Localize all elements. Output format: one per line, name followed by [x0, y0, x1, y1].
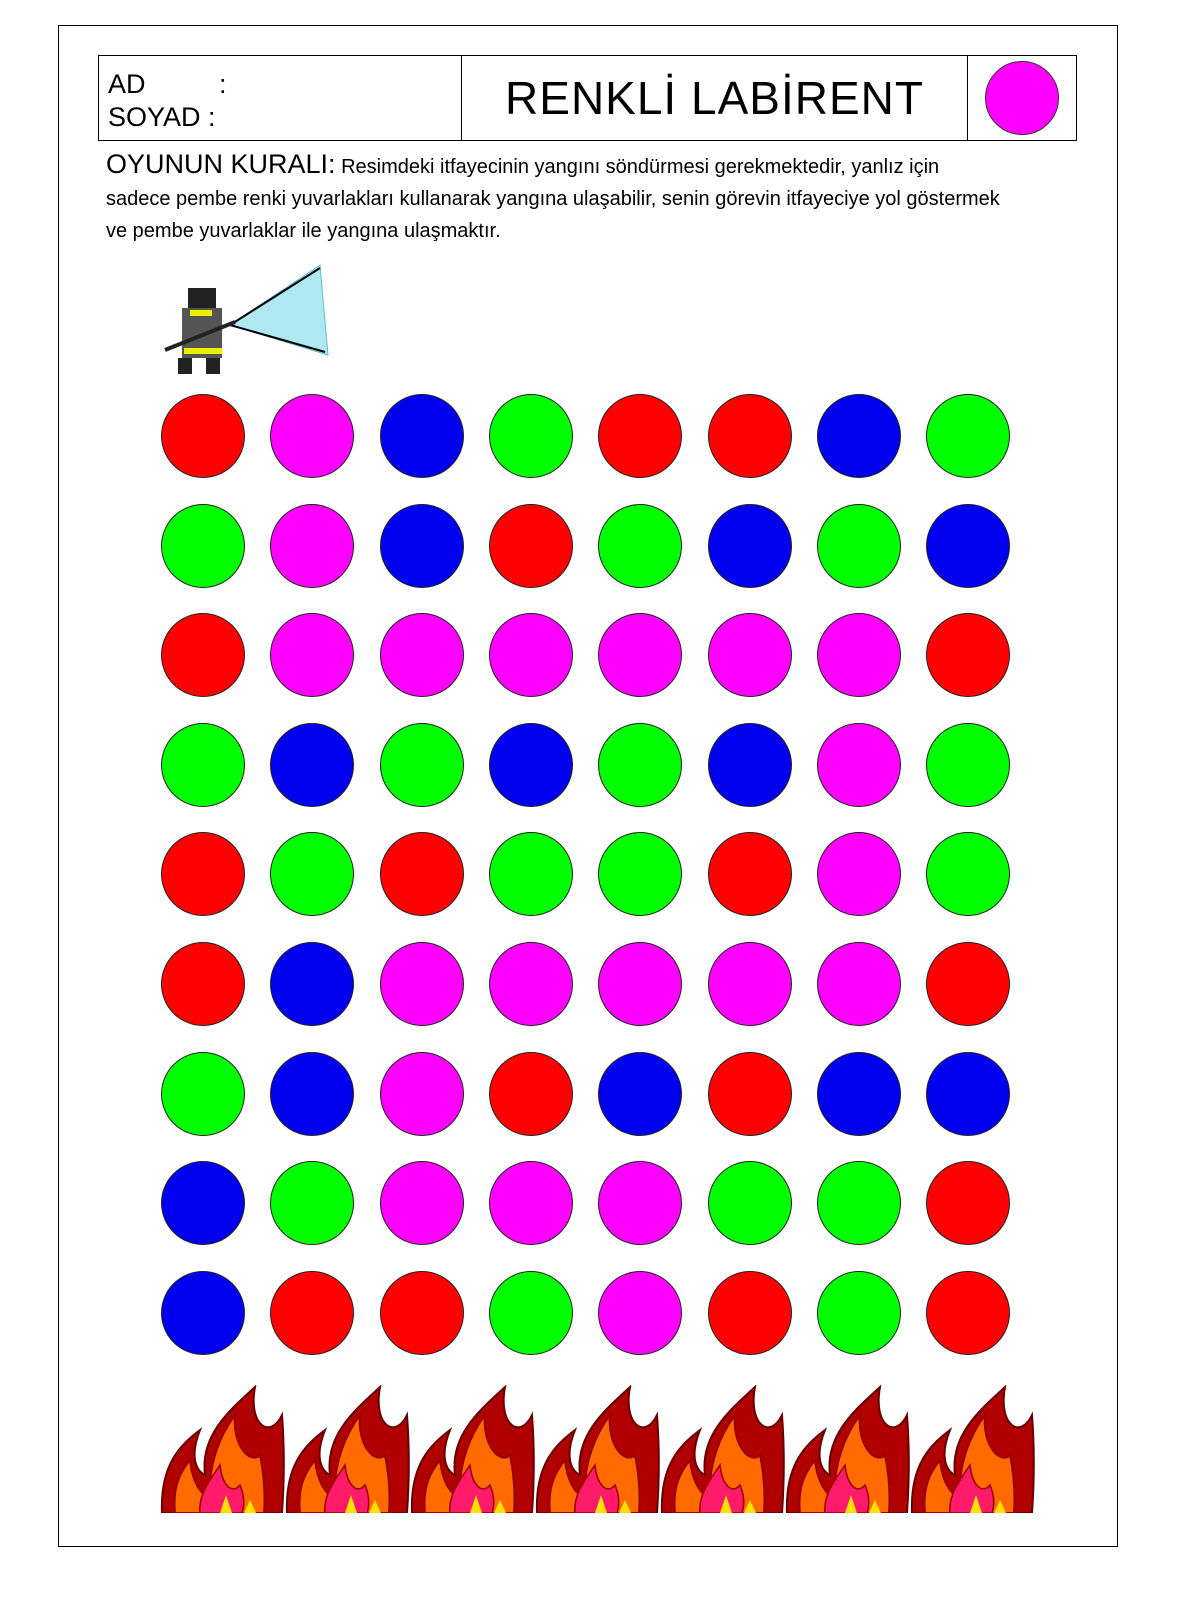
maze-circle-green[interactable]: [488, 394, 573, 478]
maze-circle-red[interactable]: [926, 1270, 1011, 1355]
maze-circle-green[interactable]: [488, 832, 573, 917]
maze-circle-green[interactable]: [161, 503, 245, 588]
page-border: [58, 25, 1118, 1547]
maze-circle-green[interactable]: [488, 1270, 573, 1355]
surname-label: SOYAD: [108, 102, 201, 132]
maze-circle-red[interactable]: [598, 394, 683, 478]
maze-circle-pink[interactable]: [270, 394, 355, 478]
student-info: AD: SOYAD :: [99, 56, 462, 140]
maze-circle-green[interactable]: [270, 832, 355, 917]
fire-icon: [410, 1385, 535, 1513]
maze-circle-red[interactable]: [270, 1270, 355, 1355]
maze-circle-green[interactable]: [161, 722, 245, 807]
maze-circle-red[interactable]: [926, 1161, 1011, 1246]
maze-circle-green[interactable]: [161, 1051, 245, 1136]
maze-circle-blue[interactable]: [707, 503, 792, 588]
maze-circle-green[interactable]: [816, 1270, 901, 1355]
maze-circle-red[interactable]: [161, 613, 245, 698]
maze-circle-red[interactable]: [707, 1270, 792, 1355]
maze-circle-red[interactable]: [707, 1051, 792, 1136]
maze-circle-blue[interactable]: [270, 722, 355, 807]
maze-circle-pink[interactable]: [270, 503, 355, 588]
maze-circle-pink[interactable]: [488, 1161, 573, 1246]
game-rules: OYUNUN KURALI: Resimdeki itfayecinin yan…: [106, 148, 1006, 247]
page-title: RENKLİ LABİRENT: [462, 56, 968, 140]
maze-circle-pink[interactable]: [707, 613, 792, 698]
rules-text: Resimdeki itfayecinin yangını söndürmesi…: [106, 156, 1000, 242]
maze-circle-pink[interactable]: [379, 613, 464, 698]
maze-circle-green[interactable]: [816, 503, 901, 588]
maze-circle-pink[interactable]: [816, 832, 901, 917]
maze-circle-red[interactable]: [161, 832, 245, 917]
maze-circle-green[interactable]: [598, 722, 683, 807]
maze-circle-pink[interactable]: [270, 613, 355, 698]
maze-circle-pink[interactable]: [379, 942, 464, 1026]
maze-circle-red[interactable]: [926, 613, 1011, 698]
maze-circle-green[interactable]: [270, 1161, 355, 1246]
maze-circle-red[interactable]: [926, 942, 1011, 1026]
maze-circle-blue[interactable]: [161, 1270, 245, 1355]
maze-circle-green[interactable]: [926, 722, 1011, 807]
maze-circle-pink[interactable]: [488, 942, 573, 1026]
maze-circle-blue[interactable]: [926, 1051, 1011, 1136]
maze-circle-blue[interactable]: [379, 503, 464, 588]
maze-circle-pink[interactable]: [707, 942, 792, 1026]
maze-circle-blue[interactable]: [488, 722, 573, 807]
firefighter-icon: [164, 264, 329, 374]
maze-circle-green[interactable]: [379, 722, 464, 807]
maze-circle-blue[interactable]: [161, 1161, 245, 1246]
maze-circle-blue[interactable]: [926, 503, 1011, 588]
maze-circle-red[interactable]: [161, 394, 245, 478]
maze-circle-pink[interactable]: [816, 942, 901, 1026]
maze-circle-red[interactable]: [161, 942, 245, 1026]
maze-circle-blue[interactable]: [816, 394, 901, 478]
maze-circle-red[interactable]: [488, 503, 573, 588]
maze-circle-blue[interactable]: [816, 1051, 901, 1136]
maze-circle-red[interactable]: [707, 832, 792, 917]
maze-circle-green[interactable]: [598, 832, 683, 917]
fire-icon: [160, 1385, 285, 1513]
maze-circle-pink[interactable]: [598, 942, 683, 1026]
name-label: AD: [108, 69, 146, 99]
fire-row: [160, 1385, 1035, 1513]
maze-circle-pink[interactable]: [598, 1270, 683, 1355]
worksheet-header: AD: SOYAD : RENKLİ LABİRENT: [98, 55, 1077, 141]
maze-circle-green[interactable]: [926, 394, 1011, 478]
fire-icon: [910, 1385, 1035, 1513]
maze-circle-blue[interactable]: [270, 1051, 355, 1136]
maze-circle-blue[interactable]: [598, 1051, 683, 1136]
maze-circle-red[interactable]: [488, 1051, 573, 1136]
maze-circle-blue[interactable]: [707, 722, 792, 807]
maze-circle-pink[interactable]: [379, 1051, 464, 1136]
target-color-circle: [985, 61, 1059, 135]
maze-circle-blue[interactable]: [270, 942, 355, 1026]
maze-circle-red[interactable]: [707, 394, 792, 478]
maze-circle-green[interactable]: [598, 503, 683, 588]
maze-circle-red[interactable]: [379, 832, 464, 917]
maze-circle-blue[interactable]: [379, 394, 464, 478]
maze-circle-pink[interactable]: [598, 613, 683, 698]
fire-icon: [535, 1385, 660, 1513]
maze-circle-pink[interactable]: [488, 613, 573, 698]
maze-circle-green[interactable]: [816, 1161, 901, 1246]
fire-icon: [285, 1385, 410, 1513]
maze-circle-pink[interactable]: [379, 1161, 464, 1246]
surname-colon: :: [208, 102, 216, 132]
maze-circle-green[interactable]: [926, 832, 1011, 917]
maze-circle-pink[interactable]: [816, 722, 901, 807]
maze-circle-pink[interactable]: [816, 613, 901, 698]
maze-circle-green[interactable]: [707, 1161, 792, 1246]
maze-circle-red[interactable]: [379, 1270, 464, 1355]
rules-heading: OYUNUN KURALI:: [106, 149, 336, 179]
fire-icon: [660, 1385, 785, 1513]
maze-circle-pink[interactable]: [598, 1161, 683, 1246]
name-colon: :: [219, 69, 227, 99]
fire-icon: [785, 1385, 910, 1513]
